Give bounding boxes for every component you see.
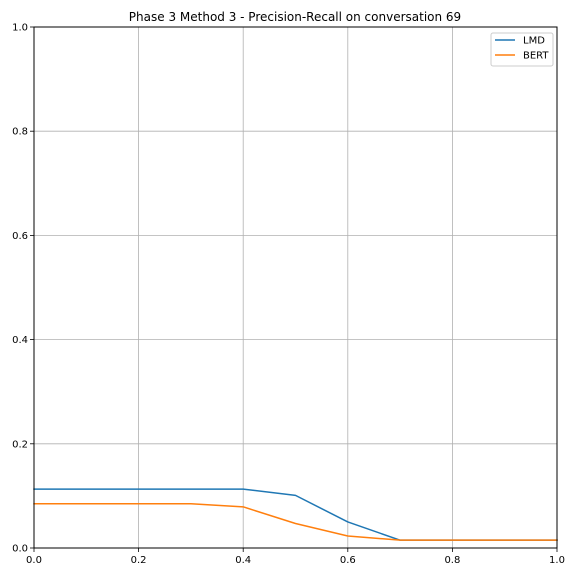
y-tick-label: 0.4 [12, 335, 28, 346]
y-tick-label: 0.0 [12, 544, 28, 555]
legend-label-lmd: LMD [523, 36, 545, 47]
x-tick-label: 1.0 [549, 555, 565, 566]
legend: LMD BERT [490, 32, 554, 67]
x-tick-label: 0.0 [26, 555, 42, 566]
plot-frame [33, 26, 558, 549]
x-tick-label: 0.6 [340, 555, 356, 566]
legend-box [490, 32, 554, 67]
series-line-lmd [33, 488, 558, 541]
legend-items: LMD BERT [495, 36, 549, 62]
legend-label-bert: BERT [523, 51, 549, 62]
y-tick-label: 0.2 [12, 439, 28, 450]
x-tick-label: 0.2 [131, 555, 147, 566]
axis-ticks: 0.0 0.2 0.4 0.6 0.8 1.0 0.0 0.2 0.4 0.6 0.8 1.0 [12, 23, 565, 567]
y-tick-label: 1.0 [12, 23, 28, 34]
grid-lines [33, 26, 558, 549]
series-lines [33, 488, 558, 541]
y-tick-label: 0.6 [12, 231, 28, 242]
x-tick-label: 0.8 [444, 555, 460, 566]
y-tick-label: 0.8 [12, 127, 28, 138]
chart-title: Phase 3 Method 3 - Precision-Recall on c… [129, 10, 461, 24]
x-tick-label: 0.4 [235, 555, 251, 566]
series-line-bert [33, 502, 558, 541]
